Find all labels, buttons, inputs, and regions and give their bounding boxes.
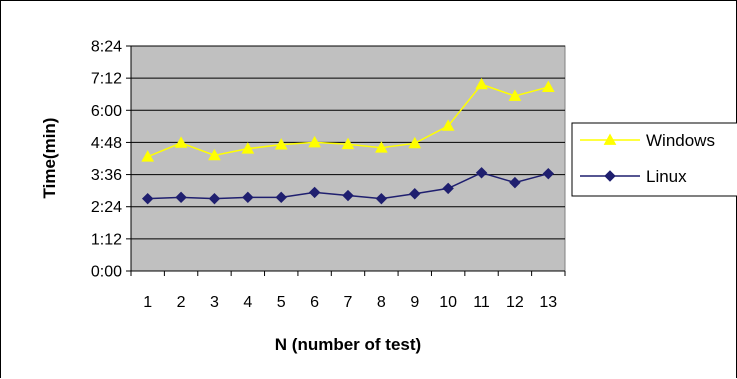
linux-point [242, 191, 254, 204]
legend-item-windows: Windows [580, 131, 715, 150]
legend-marker [603, 133, 617, 145]
legend-label: Linux [646, 167, 687, 186]
windows-point [208, 148, 221, 161]
linux-point [308, 186, 321, 199]
linux-point [475, 167, 488, 179]
windows-point [541, 80, 555, 92]
legend-items: Windows Linux [580, 131, 715, 186]
y-tick-label: 2:24 [91, 199, 122, 216]
legend-item-linux: Linux [580, 167, 687, 186]
y-tick-label: 6:00 [91, 103, 122, 120]
y-tick-label: 0:00 [91, 264, 122, 281]
y-tick-label: 1:12 [91, 231, 122, 248]
windows-point [341, 137, 355, 150]
windows-point [441, 119, 455, 131]
x-tick-label: 13 [539, 294, 557, 311]
x-tick-label: 11 [473, 294, 490, 311]
linux-point [375, 192, 388, 205]
axes [126, 45, 566, 276]
legend-label: Windows [646, 131, 715, 150]
gridlines [131, 45, 565, 240]
windows-point [274, 138, 288, 150]
y-tick-label: 7:12 [91, 71, 122, 88]
x-tick-label: 7 [344, 294, 353, 311]
x-tick-label: 4 [243, 294, 252, 311]
y-axis-title: Time(min) [40, 118, 59, 199]
windows-point [174, 136, 188, 148]
tick-labels: 0:001:122:243:364:486:007:128:241 2 3 4 5 6 7 8… [91, 39, 557, 312]
series-layer [141, 77, 555, 205]
x-tick-label: 2 [177, 294, 186, 311]
x-tick-label: 8 [377, 294, 386, 311]
x-tick-label: 3 [210, 294, 219, 311]
y-tick-label: 8:24 [91, 39, 122, 56]
x-tick-label: 10 [439, 294, 457, 311]
linux-point [442, 182, 454, 195]
windows-point [141, 150, 155, 162]
linux-point [141, 192, 154, 205]
x-tick-label: 1 [143, 294, 152, 311]
windows-point [475, 77, 488, 90]
linux-point [509, 176, 521, 189]
linux-point [208, 192, 221, 205]
legend-box [571, 122, 737, 197]
linux-point [275, 191, 287, 204]
linux-point [175, 191, 187, 204]
linux-point [409, 188, 421, 200]
x-tick-label: 5 [277, 294, 286, 311]
plot-area [130, 45, 566, 272]
x-tick-label: 12 [506, 294, 524, 311]
windows-point [308, 135, 321, 148]
windows-point [508, 89, 522, 101]
x-tick-label: 9 [410, 294, 419, 311]
series-linux [141, 167, 555, 205]
y-tick-label: 4:48 [91, 135, 122, 152]
x-tick-label: 6 [310, 294, 319, 311]
windows-point [408, 136, 422, 149]
linux-point [342, 189, 354, 202]
windows-point [241, 142, 255, 154]
windows-point [375, 141, 388, 153]
legend: Windows Linux [571, 122, 737, 197]
series-windows [141, 77, 555, 162]
x-axis-title: N (number of test) [275, 335, 421, 354]
legend-marker [604, 170, 616, 182]
y-tick-label: 3:36 [91, 167, 122, 184]
linux-point [542, 167, 555, 180]
